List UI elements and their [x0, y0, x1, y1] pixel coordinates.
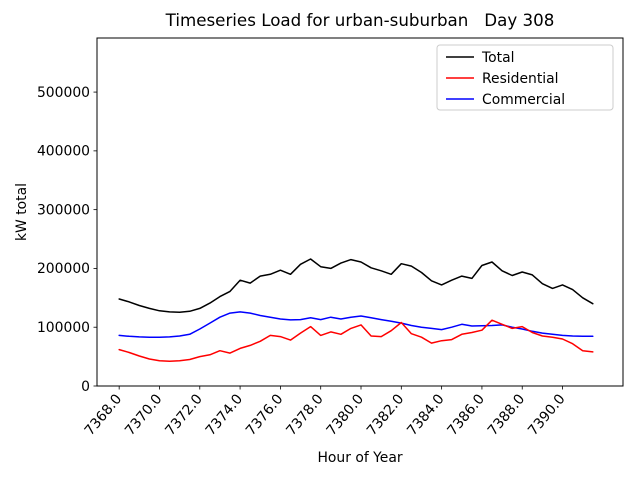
- x-tick-label: 7374.0: [203, 391, 247, 439]
- legend-entry-label: Total: [481, 50, 514, 66]
- x-tick-label: 7382.0: [364, 391, 408, 439]
- x-tick-label: 7386.0: [444, 391, 488, 439]
- plot-border: [96, 37, 624, 387]
- series-line-residential: [118, 319, 594, 363]
- y-tick-label: 400000: [37, 144, 90, 160]
- y-tick-label: 100000: [37, 320, 90, 336]
- series-lines: [118, 258, 594, 363]
- legend-box: [436, 44, 614, 111]
- x-tick-label: 7372.0: [162, 391, 206, 439]
- y-axis-label: kW total: [14, 183, 30, 241]
- series-line-total: [118, 258, 594, 313]
- y-tick-label: 500000: [37, 85, 90, 101]
- x-tick-label: 7390.0: [525, 391, 569, 439]
- x-axis-ticks: 7368.07370.07372.07374.07376.07378.07380…: [82, 386, 569, 439]
- legend-entry-label: Residential: [482, 71, 559, 87]
- x-tick-label: 7380.0: [324, 391, 368, 439]
- series-line-commercial: [118, 311, 594, 338]
- x-tick-label: 7368.0: [82, 391, 126, 439]
- y-tick-label: 0: [81, 379, 90, 395]
- y-tick-label: 200000: [37, 261, 90, 277]
- x-tick-label: 7378.0: [283, 391, 327, 439]
- legend-entry-label: Commercial: [482, 92, 565, 108]
- x-axis-label: Hour of Year: [317, 450, 402, 466]
- legend: Total Residential Commercial: [436, 44, 614, 111]
- y-axis-ticks: 0 100000 200000 300000 400000 500000: [37, 85, 97, 395]
- x-tick-label: 7384.0: [404, 391, 448, 439]
- x-tick-label: 7370.0: [122, 391, 166, 439]
- x-tick-label: 7376.0: [243, 391, 287, 439]
- chart-title: Timeseries Load for urban-suburban Day 3…: [165, 10, 555, 30]
- x-tick-label: 7388.0: [485, 391, 529, 439]
- y-tick-label: 300000: [37, 202, 90, 218]
